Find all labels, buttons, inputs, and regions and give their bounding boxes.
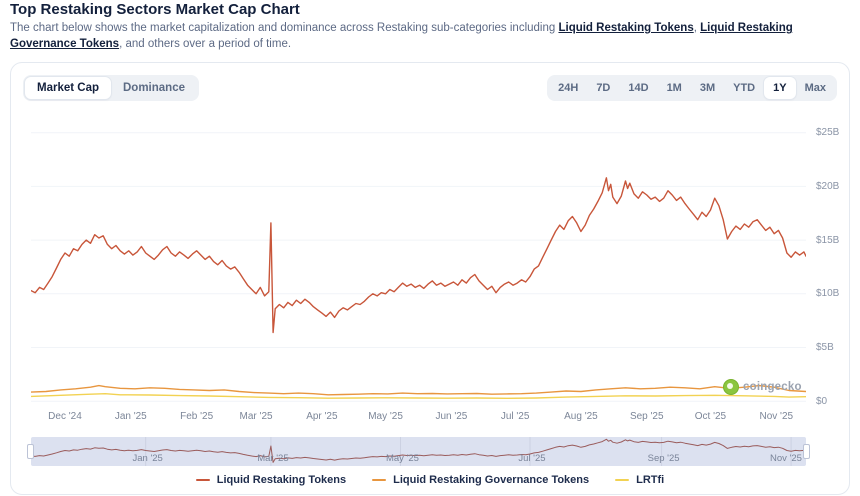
- toggle-dominance[interactable]: Dominance: [111, 77, 197, 99]
- main-chart-svg: [30, 132, 807, 402]
- range-7d[interactable]: 7D: [587, 77, 619, 99]
- page-title: Top Restaking Sectors Market Cap Chart: [10, 1, 300, 18]
- range-navigator[interactable]: Jan '25 Mar '25 May '25 Jul '25 Sep '25 Nov '…: [27, 437, 810, 466]
- x-axis-label: Jun '25: [435, 411, 468, 422]
- x-axis-label: Aug '25: [564, 411, 598, 422]
- navigator-axis-label: Mar '25: [257, 453, 289, 464]
- navigator-axis-label: Jul '25: [518, 453, 546, 464]
- x-axis-label: Nov '25: [759, 411, 794, 422]
- link-liquid-restaking-tokens[interactable]: Liquid Restaking Tokens: [558, 22, 694, 34]
- range-3m[interactable]: 3M: [691, 77, 724, 99]
- x-axis-label: Mar '25: [239, 411, 273, 422]
- time-range-group: 24H 7D 14D 1M 3M YTD 1Y Max: [547, 75, 837, 101]
- y-axis-label: $20B: [816, 180, 840, 192]
- legend-marker-yellow: [615, 479, 630, 481]
- y-axis-label: $5B: [816, 342, 834, 353]
- range-max[interactable]: Max: [796, 77, 835, 99]
- x-axis-label: Apr '25: [306, 411, 338, 422]
- link-liquid-restaking-governance-tokens[interactable]: Liquid Restaking Governance Tokens: [10, 22, 793, 50]
- range-14d[interactable]: 14D: [619, 77, 657, 99]
- navigator-axis-label: Sep '25: [647, 453, 680, 464]
- legend-item-liquid-restaking-tokens[interactable]: Liquid Restaking Tokens: [195, 474, 346, 486]
- toggle-market-cap[interactable]: Market Cap: [25, 77, 111, 99]
- x-axis-label: Jul '25: [500, 411, 530, 422]
- x-axis-label: Sep '25: [629, 411, 664, 422]
- range-ytd[interactable]: YTD: [724, 77, 764, 99]
- x-axis-label: Dec '24: [48, 411, 82, 422]
- x-axis-label: Feb '25: [180, 411, 214, 422]
- navigator-axis-label: May '25: [385, 453, 419, 464]
- navigator-svg: [31, 437, 806, 466]
- y-axis-label: $15B: [816, 234, 840, 246]
- legend-marker-red: [195, 479, 210, 481]
- legend-item-liquid-restaking-governance-tokens[interactable]: Liquid Restaking Governance Tokens: [372, 474, 589, 486]
- legend-item-lrtfi[interactable]: LRTfi: [615, 474, 664, 486]
- navigator-axis-label: Nov '25: [770, 453, 802, 464]
- x-axis-label: May '25: [368, 411, 403, 422]
- coingecko-logo-icon: [723, 379, 739, 395]
- metric-toggle-group: Market Cap Dominance: [23, 75, 199, 101]
- y-axis-label: $0: [816, 395, 828, 407]
- range-1y[interactable]: 1Y: [764, 77, 796, 99]
- y-axis-label: $25B: [816, 127, 840, 139]
- chart-card: Market Cap Dominance 24H 7D 14D 1M 3M YT…: [10, 62, 850, 495]
- navigator-left-handle[interactable]: [27, 444, 34, 459]
- x-axis-label: Jan '25: [114, 411, 147, 422]
- subtitle-text: The chart below shows the market capital…: [10, 22, 559, 34]
- legend-marker-orange: [372, 479, 387, 481]
- page-subtitle: The chart below shows the market capital…: [10, 22, 793, 50]
- x-axis-label: Oct '25: [694, 411, 727, 422]
- x-axis: Dec '24 Jan '25 Feb '25 Mar '25 Apr '25 May '…: [31, 411, 806, 425]
- navigator-right-handle[interactable]: [803, 444, 810, 459]
- navigator-axis-label: Jan '25: [132, 453, 163, 464]
- main-chart-plot[interactable]: [30, 116, 807, 406]
- coingecko-watermark-text: coingecko: [743, 381, 802, 393]
- range-1m[interactable]: 1M: [658, 77, 691, 99]
- coingecko-watermark: coingecko: [723, 379, 802, 395]
- y-axis-label: $10B: [816, 288, 840, 300]
- range-24h[interactable]: 24H: [549, 77, 587, 99]
- y-axis: $0 $5B $10B $15B $20B $25B: [811, 116, 849, 407]
- chart-legend: Liquid Restaking Tokens Liquid Restaking…: [11, 474, 849, 486]
